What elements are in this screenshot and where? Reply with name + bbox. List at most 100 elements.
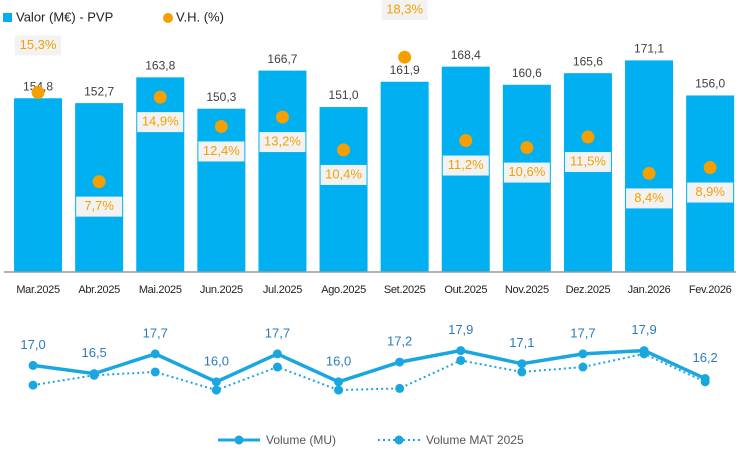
point xyxy=(578,349,588,359)
dot xyxy=(703,161,717,175)
value-label: 165,6 xyxy=(573,54,603,68)
dot xyxy=(153,90,167,104)
value-label-box xyxy=(442,155,489,176)
point xyxy=(150,349,160,359)
dot xyxy=(520,141,534,155)
bar xyxy=(14,98,63,272)
x-tick-label: Set.2025 xyxy=(384,284,426,296)
line xyxy=(32,348,706,384)
value-label: 13,2% xyxy=(264,134,301,149)
value-label-box xyxy=(381,0,428,21)
x-tick-label: Jan.2026 xyxy=(628,284,671,296)
value-label: 151,0 xyxy=(329,88,359,102)
value-label: 161,9 xyxy=(390,63,420,77)
value-label-box xyxy=(198,141,245,162)
value-label: 163,8 xyxy=(145,59,175,73)
bar xyxy=(625,60,674,272)
point xyxy=(517,367,527,377)
value-label: 152,7 xyxy=(84,84,114,98)
point xyxy=(211,385,221,395)
value-label-box xyxy=(259,132,306,153)
value-label: 16,2 xyxy=(692,350,717,365)
value-label: 156,0 xyxy=(695,77,725,91)
x-tick-label: Mar.2025 xyxy=(16,284,60,296)
legend-marker xyxy=(394,435,404,445)
point xyxy=(639,349,649,359)
value-label: 17,9 xyxy=(448,322,473,337)
bar xyxy=(197,108,246,272)
value-label: 16,0 xyxy=(204,353,229,368)
value-label: 8,9% xyxy=(695,184,725,199)
value-label: 8,4% xyxy=(634,190,664,205)
value-label: 17,2 xyxy=(387,334,412,349)
bar xyxy=(319,107,368,273)
x-tick-label: Dez.2025 xyxy=(566,284,611,296)
value-label: 166,7 xyxy=(267,52,297,66)
value-label: 16,5 xyxy=(81,345,106,360)
value-label: 7,7% xyxy=(84,198,114,213)
point xyxy=(272,349,282,359)
x-tick-label: Ago.2025 xyxy=(321,284,366,296)
legend-marker xyxy=(3,13,12,22)
point xyxy=(334,385,344,395)
value-label-box xyxy=(564,152,611,173)
value-label: 15,3% xyxy=(20,37,57,52)
legend-label: V.H. (%) xyxy=(176,9,224,24)
point xyxy=(456,355,466,365)
legend-label: Volume (MU) xyxy=(266,433,336,447)
value-label: 160,6 xyxy=(512,66,542,80)
dot xyxy=(459,134,473,148)
value-label: 171,1 xyxy=(634,42,664,56)
x-tick-label: Jun.2025 xyxy=(200,284,243,296)
value-label: 14,9% xyxy=(142,114,179,129)
value-label: 17,7 xyxy=(570,325,595,340)
value-label-box xyxy=(137,112,184,133)
value-label: 17,1 xyxy=(509,335,534,350)
point xyxy=(395,357,405,367)
dot xyxy=(581,130,595,144)
point xyxy=(28,360,38,370)
bar xyxy=(258,70,307,273)
value-label: 17,9 xyxy=(631,322,656,337)
x-tick-label: Nov.2025 xyxy=(505,284,549,296)
value-label: 17,7 xyxy=(143,325,168,340)
value-label-box xyxy=(15,35,62,56)
value-label: 168,4 xyxy=(451,48,481,62)
point xyxy=(334,377,344,387)
legend-marker xyxy=(234,435,244,445)
value-label: 11,2% xyxy=(448,157,484,172)
bar xyxy=(136,77,185,272)
value-label-box xyxy=(687,182,734,203)
x-tick-label: Abr.2025 xyxy=(78,284,120,296)
dot xyxy=(214,119,228,133)
point xyxy=(89,370,99,380)
value-label: 10,4% xyxy=(325,166,362,181)
dot xyxy=(337,143,351,157)
legend-marker xyxy=(163,13,173,23)
value-label: 17,7 xyxy=(265,325,290,340)
value-label: 18,3% xyxy=(386,2,423,17)
x-tick-label: Jul.2025 xyxy=(263,284,302,296)
point xyxy=(517,359,527,369)
value-label: 150,3 xyxy=(206,90,236,104)
value-label-box xyxy=(626,188,673,209)
point xyxy=(700,377,710,387)
point xyxy=(211,377,221,387)
point xyxy=(395,383,405,393)
x-tick-label: Mai.2025 xyxy=(139,284,182,296)
dot xyxy=(398,50,412,64)
value-label-box xyxy=(320,164,367,185)
value-label: 10,6% xyxy=(508,164,545,179)
value-label-box xyxy=(503,162,550,183)
value-label: 16,0 xyxy=(326,353,351,368)
value-label-box xyxy=(76,196,123,217)
legend-label: Valor (M€) - PVP xyxy=(16,9,113,24)
legend-label: Volume MAT 2025 xyxy=(426,433,524,447)
dot xyxy=(92,175,106,189)
dot xyxy=(31,85,45,99)
point xyxy=(272,362,282,372)
point xyxy=(28,380,38,390)
bar xyxy=(380,81,429,272)
point xyxy=(456,346,466,356)
